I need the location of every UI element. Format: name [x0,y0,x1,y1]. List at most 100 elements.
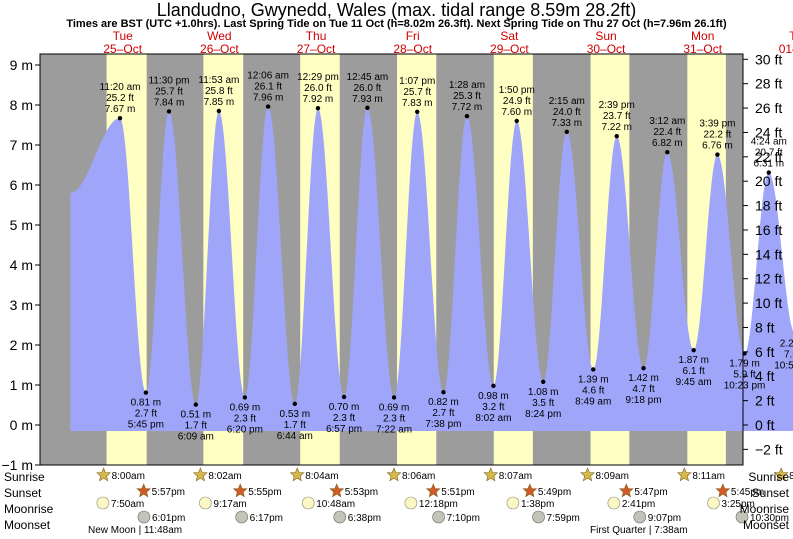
sunrise-time: 8:00am [112,471,145,482]
sunset-star-icon [425,483,441,498]
high-tide-metres: 7.67 m [105,104,136,115]
low-tide-feet: 2.3 ft [333,413,355,424]
day-name: Mon [691,29,714,43]
low-tide-metres: 1.79 m [729,358,760,369]
moonrise-time: 9:17am [213,499,246,510]
moonrise-time: 12:18pm [419,499,458,510]
low-tide-metres: 1.39 m [578,374,609,385]
high-tide-time: 1:50 pm [499,85,535,96]
moonset-icon [137,510,151,524]
high-tide-feet: 26.1 ft [254,82,282,93]
low-tide-metres: 1.08 m [528,387,559,398]
high-tide-time: 3:39 pm [699,119,735,130]
y-tick-label-right: 28 ft [755,76,782,92]
sunrise-star-icon [580,467,595,482]
high-tide-time: 2:39 pm [599,100,635,111]
low-tide-time: 6:57 pm [326,424,362,435]
high-tide-feet: 25.7 ft [403,87,431,98]
high-tide-dot [415,109,420,115]
high-tide-metres: 6.76 m [702,141,733,152]
sunset-star-icon [232,483,248,498]
day-date: 01–Nov [779,42,793,56]
y-tick-label-right: 24 ft [755,124,782,140]
high-tide-metres: 7.83 m [402,98,433,109]
high-tide-time: 12:29 pm [297,72,339,83]
moonrise-label-left: Moonrise [4,502,54,516]
high-tide-time: 12:06 am [247,71,289,82]
day-name: Tue [789,29,793,43]
sunrise-label-left: Sunrise [4,470,45,484]
sunset-star-icon [618,483,634,498]
axes: −1 m 0 m 1 m 2 m 3 m 4 m 5 m 6 m 7 m 8 m 9 m −2 ft 0… [1,51,782,473]
tide-area [70,106,793,431]
moonset-time: 6:01pm [152,513,185,524]
chart-title: Llandudno, Gwynedd, Wales (max. tidal ra… [156,0,637,20]
y-tick-label-left: 5 m [10,217,33,233]
high-tide-dot [464,114,470,119]
low-tide-metres: 1.42 m [628,373,659,384]
low-tide-dot [292,401,298,406]
low-tide-metres: 0.82 m [428,397,459,408]
y-tick-label-left: 8 m [10,97,33,113]
y-tick-label-right: 10 ft [755,295,782,311]
sunrise-time: 8:06am [402,471,435,482]
y-tick-label-right: 6 ft [755,344,775,360]
moonset-time: 7:10pm [447,513,480,524]
sunset-label-right: Sunset [751,486,789,500]
y-tick-label-left: 6 m [10,177,33,193]
day-date: 29–Oct [490,42,529,56]
low-tide-metres: 2.29 m [780,338,793,349]
day-name: Sun [595,29,616,43]
moonrise-icon [404,496,418,510]
moonset-time: 9:07pm [648,513,681,524]
y-tick-label-left: 0 m [10,417,33,433]
sunrise-time: 8:13am [789,471,793,482]
sunrise-star-icon [676,467,692,482]
low-tide-dot [193,402,199,407]
high-tide-time: 11:53 am [198,75,239,86]
low-tide-metres: 0.69 m [230,402,261,413]
day-name: Fri [406,29,420,43]
moonrise-icon [506,496,520,510]
high-tide-dot [166,109,172,114]
day-name: Thu [306,29,327,43]
sunset-time: 5:49pm [538,487,571,498]
day-name: Sat [500,29,519,43]
low-tide-feet: 7.5 ft [784,349,793,360]
y-tick-label-left: 4 m [10,257,33,273]
moonset-time: 10:30pm [750,513,789,524]
high-tide-metres: 7.72 m [452,102,483,113]
moonrise-time: 1:38pm [521,499,554,510]
high-tide-dot [265,104,271,109]
day-name: Wed [207,29,231,43]
moonrise-icon [199,496,212,510]
low-tide-metres: 0.98 m [478,391,509,402]
y-tick-label-right: 0 ft [755,417,775,433]
high-tide-feet: 24.9 ft [503,96,531,107]
high-tide-metres: 7.84 m [154,97,185,108]
day-date: 25–Oct [103,42,142,56]
high-tide-metres: 7.60 m [501,107,532,118]
sunset-time: 5:51pm [441,487,474,498]
high-tide-time: 11:30 pm [149,75,190,86]
sunset-time: 5:55pm [248,487,281,498]
day-date: 27–Oct [297,42,336,56]
moonrise-time: 2:41pm [622,499,655,510]
high-tide-feet: 25.7 ft [155,86,183,97]
low-tide-feet: 1.7 ft [185,421,207,432]
y-tick-label-right: 14 ft [755,246,782,262]
high-tide-metres: 6.82 m [652,138,683,149]
high-tide-feet: 22.4 ft [653,127,681,138]
moonset-icon [532,510,545,524]
low-tide-time: 6:44 am [277,431,313,442]
y-tick-label-right: 12 ft [755,271,782,287]
moonset-label-left: Moonset [4,518,51,532]
high-tide-feet: 25.8 ft [205,86,233,97]
moonset-time: 6:38pm [348,513,381,524]
low-tide-feet: 6.1 ft [683,366,705,377]
moonrise-icon [301,496,315,510]
high-tide-dot [564,129,569,134]
low-tide-time: 8:02 am [475,413,511,424]
